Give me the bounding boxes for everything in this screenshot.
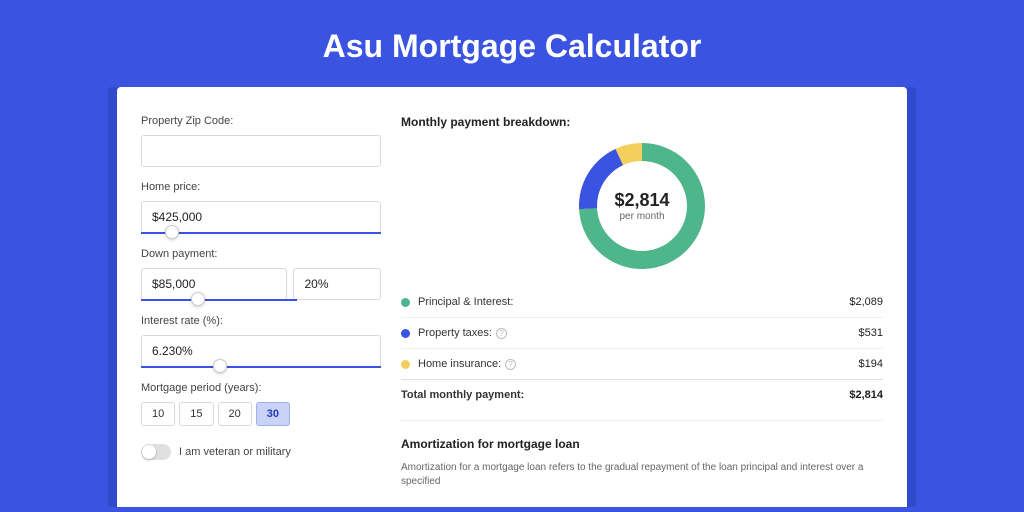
amortization-text: Amortization for a mortgage loan refers … — [401, 461, 883, 489]
legend-value: $2,089 — [849, 296, 883, 308]
legend-row: Property taxes:?$531 — [401, 317, 883, 348]
info-icon[interactable]: ? — [496, 328, 507, 339]
amortization-section: Amortization for mortgage loan Amortizat… — [401, 420, 883, 489]
zip-input[interactable] — [141, 135, 381, 167]
page-title: Asu Mortgage Calculator — [0, 0, 1024, 87]
veteran-toggle-knob — [142, 445, 156, 459]
legend-value: $531 — [859, 327, 883, 339]
form-column: Property Zip Code: Home price: Down paym… — [141, 115, 381, 507]
home-price-slider[interactable] — [141, 232, 381, 234]
legend-dot — [401, 298, 410, 307]
down-payment-amount-input[interactable] — [141, 268, 287, 300]
legend-total-row: Total monthly payment:$2,814 — [401, 379, 883, 410]
interest-rate-input[interactable] — [141, 335, 381, 367]
breakdown-title: Monthly payment breakdown: — [401, 115, 883, 129]
zip-label: Property Zip Code: — [141, 115, 381, 127]
donut-sub: per month — [619, 211, 664, 222]
legend-dot — [401, 360, 410, 369]
period-field: Mortgage period (years): 10152030 — [141, 382, 381, 426]
interest-rate-slider-thumb[interactable] — [213, 359, 227, 373]
home-price-label: Home price: — [141, 181, 381, 193]
down-payment-slider-thumb[interactable] — [191, 292, 205, 306]
breakdown-column: Monthly payment breakdown: $2,814 per mo… — [401, 115, 883, 507]
calculator-card: Property Zip Code: Home price: Down paym… — [117, 87, 907, 507]
donut-chart: $2,814 per month — [579, 143, 705, 269]
info-icon[interactable]: ? — [505, 359, 516, 370]
home-price-field: Home price: — [141, 181, 381, 234]
down-payment-label: Down payment: — [141, 248, 381, 260]
veteran-toggle[interactable] — [141, 444, 171, 460]
legend-total-value: $2,814 — [849, 389, 883, 401]
down-payment-slider[interactable] — [141, 299, 297, 301]
amortization-title: Amortization for mortgage loan — [401, 437, 883, 451]
legend-label: Property taxes:? — [418, 327, 859, 339]
legend-label: Principal & Interest: — [418, 296, 849, 308]
veteran-label: I am veteran or military — [179, 446, 291, 458]
zip-field: Property Zip Code: — [141, 115, 381, 167]
down-payment-field: Down payment: — [141, 248, 381, 301]
legend-dot — [401, 329, 410, 338]
period-btn-30[interactable]: 30 — [256, 402, 290, 426]
legend: Principal & Interest:$2,089Property taxe… — [401, 287, 883, 410]
home-price-slider-thumb[interactable] — [165, 225, 179, 239]
legend-total-label: Total monthly payment: — [401, 389, 849, 401]
interest-rate-field: Interest rate (%): — [141, 315, 381, 368]
interest-rate-slider[interactable] — [141, 366, 381, 368]
donut-chart-wrap: $2,814 per month — [401, 143, 883, 269]
calculator-frame: Property Zip Code: Home price: Down paym… — [108, 87, 916, 507]
legend-value: $194 — [859, 358, 883, 370]
down-payment-percent-input[interactable] — [293, 268, 381, 300]
period-btn-15[interactable]: 15 — [179, 402, 213, 426]
legend-row: Principal & Interest:$2,089 — [401, 287, 883, 317]
period-btn-10[interactable]: 10 — [141, 402, 175, 426]
period-label: Mortgage period (years): — [141, 382, 381, 394]
donut-amount: $2,814 — [614, 190, 669, 211]
veteran-row: I am veteran or military — [141, 444, 381, 460]
legend-row: Home insurance:?$194 — [401, 348, 883, 379]
interest-rate-label: Interest rate (%): — [141, 315, 381, 327]
legend-label: Home insurance:? — [418, 358, 859, 370]
period-btn-20[interactable]: 20 — [218, 402, 252, 426]
